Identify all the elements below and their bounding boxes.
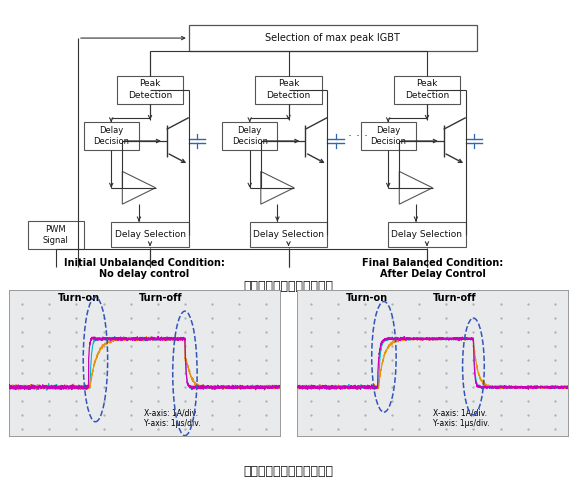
Text: PWM
Signal: PWM Signal xyxy=(43,225,69,244)
FancyBboxPatch shape xyxy=(28,221,84,249)
Text: Turn-off: Turn-off xyxy=(139,293,182,303)
Text: Delay
Decision: Delay Decision xyxy=(93,126,129,146)
Text: Delay
Decision: Delay Decision xyxy=(370,126,406,146)
Text: Peak
Detection: Peak Detection xyxy=(267,79,310,100)
Text: · · ·: · · · xyxy=(348,130,368,143)
Text: Turn-on: Turn-on xyxy=(58,293,100,303)
Text: Peak
Detection: Peak Detection xyxy=(128,79,172,100)
Text: Initial Unbalanced Condition:
No delay control: Initial Unbalanced Condition: No delay c… xyxy=(64,258,224,279)
FancyBboxPatch shape xyxy=(84,122,139,151)
FancyBboxPatch shape xyxy=(394,76,460,104)
Text: Selection of max peak IGBT: Selection of max peak IGBT xyxy=(265,33,400,43)
Text: ゲート遅延制御実験の結果: ゲート遅延制御実験の結果 xyxy=(243,466,334,478)
Text: X-axis: 1A/div.
Y-axis: 1μs/div.: X-axis: 1A/div. Y-axis: 1μs/div. xyxy=(144,408,201,428)
Text: X-axis: 1A/div.
Y-axis: 1μs/div.: X-axis: 1A/div. Y-axis: 1μs/div. xyxy=(433,408,489,428)
Text: Turn-off: Turn-off xyxy=(433,293,477,303)
FancyBboxPatch shape xyxy=(361,122,416,151)
Text: ゲート遅延制御システム図: ゲート遅延制御システム図 xyxy=(243,280,334,292)
Text: Delay Selection: Delay Selection xyxy=(114,230,186,239)
Text: Delay
Decision: Delay Decision xyxy=(232,126,268,146)
Text: Final Balanced Condition:
After Delay Control: Final Balanced Condition: After Delay Co… xyxy=(362,258,503,279)
FancyBboxPatch shape xyxy=(388,222,466,247)
Text: Peak
Detection: Peak Detection xyxy=(405,79,449,100)
Text: Turn-on: Turn-on xyxy=(346,293,388,303)
FancyBboxPatch shape xyxy=(117,76,183,104)
Text: Delay Selection: Delay Selection xyxy=(253,230,324,239)
FancyBboxPatch shape xyxy=(111,222,189,247)
FancyBboxPatch shape xyxy=(250,222,327,247)
FancyBboxPatch shape xyxy=(222,122,278,151)
Text: Delay Selection: Delay Selection xyxy=(391,230,463,239)
FancyBboxPatch shape xyxy=(255,76,322,104)
FancyBboxPatch shape xyxy=(189,25,477,51)
